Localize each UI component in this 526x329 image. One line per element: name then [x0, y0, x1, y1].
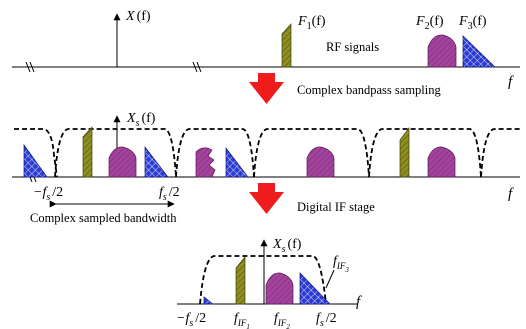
sampled-image-olive-2 [399, 126, 410, 178]
sampled-image-purple-2 [306, 146, 335, 178]
if1-label: fIF1 [234, 311, 250, 329]
red-down-arrow-2 [249, 183, 284, 214]
if3-pointer-line [325, 269, 335, 289]
signal-f1 [281, 23, 292, 68]
step2-caption: Digital IF stage [297, 200, 375, 214]
sampled-image-blue-1 [23, 143, 48, 178]
panel3-pos-nyquist-label: fs/2 [316, 311, 337, 329]
step-digital-if-stage: Digital IF stage [249, 183, 375, 214]
panel3-filter-envelope [199, 255, 327, 305]
filter-envelope-right-edge [480, 128, 520, 178]
sampled-image-olive-1 [82, 126, 93, 178]
panel1-axis-variable: f [508, 74, 514, 90]
signal-f1-label: F1(f) [297, 14, 326, 32]
signal-f3 [462, 35, 496, 68]
if-signal-olive [235, 256, 246, 305]
panel-rf-signals: X (f) F1(f) F2(f) F3(f) RF signals f [12, 9, 520, 90]
filter-envelope-left-edge [14, 128, 58, 178]
signal-f3-label: F3(f) [458, 14, 487, 32]
if-signal-blue [299, 272, 331, 305]
panel2-pos-nyquist-label: fs/2 [159, 185, 180, 203]
red-down-arrow-1 [249, 73, 284, 104]
filter-envelope-image-3 [253, 128, 370, 178]
panel2-neg-nyquist-label: −fs/2 [33, 185, 63, 203]
panel3-axis-variable: f [356, 294, 362, 310]
panel-digital-if: Xs (f) fIF3 −fs/2 fIF1 fIF2 fs/2 f [176, 237, 362, 329]
panel3-spectrum-label: Xs (f) [272, 237, 302, 255]
sampled-image-blue-3 [225, 146, 249, 178]
filter-envelope-image-4 [368, 128, 482, 178]
rf-signals-caption: RF signals [326, 40, 379, 54]
sampled-image-purple-1 [108, 146, 137, 178]
panel-sampled-spectrum: Xs (f) −fs/2 fs/2 Complex sampled bandwid… [12, 111, 520, 225]
panel1-axis-break-left [25, 61, 35, 73]
signal-f2 [427, 34, 457, 68]
panel3-neg-nyquist-label: −fs/2 [176, 311, 206, 329]
signal-f2-label: F2(f) [415, 14, 444, 32]
sampled-image-purple-3 [427, 146, 456, 178]
step-complex-bandpass-sampling: Complex bandpass sampling [249, 73, 441, 104]
if2-label: fIF2 [274, 311, 290, 329]
panel1-axis-break-mid [192, 61, 202, 73]
bandwidth-caption: Complex sampled bandwidth [30, 211, 177, 225]
sampled-image-aliased-overlap [195, 147, 216, 178]
panel1-spectrum-label: X (f) [125, 9, 151, 24]
sampled-image-blue-2 [144, 145, 169, 178]
panel2-axis-variable: f [508, 186, 514, 202]
panel2-spectrum-label: Xs (f) [126, 111, 156, 129]
filter-envelope-image-2 [175, 128, 255, 178]
if3-label: fIF3 [333, 254, 349, 274]
if-signal-purple [265, 272, 294, 305]
if-image-blue-small [203, 296, 215, 305]
step1-caption: Complex bandpass sampling [297, 83, 441, 97]
